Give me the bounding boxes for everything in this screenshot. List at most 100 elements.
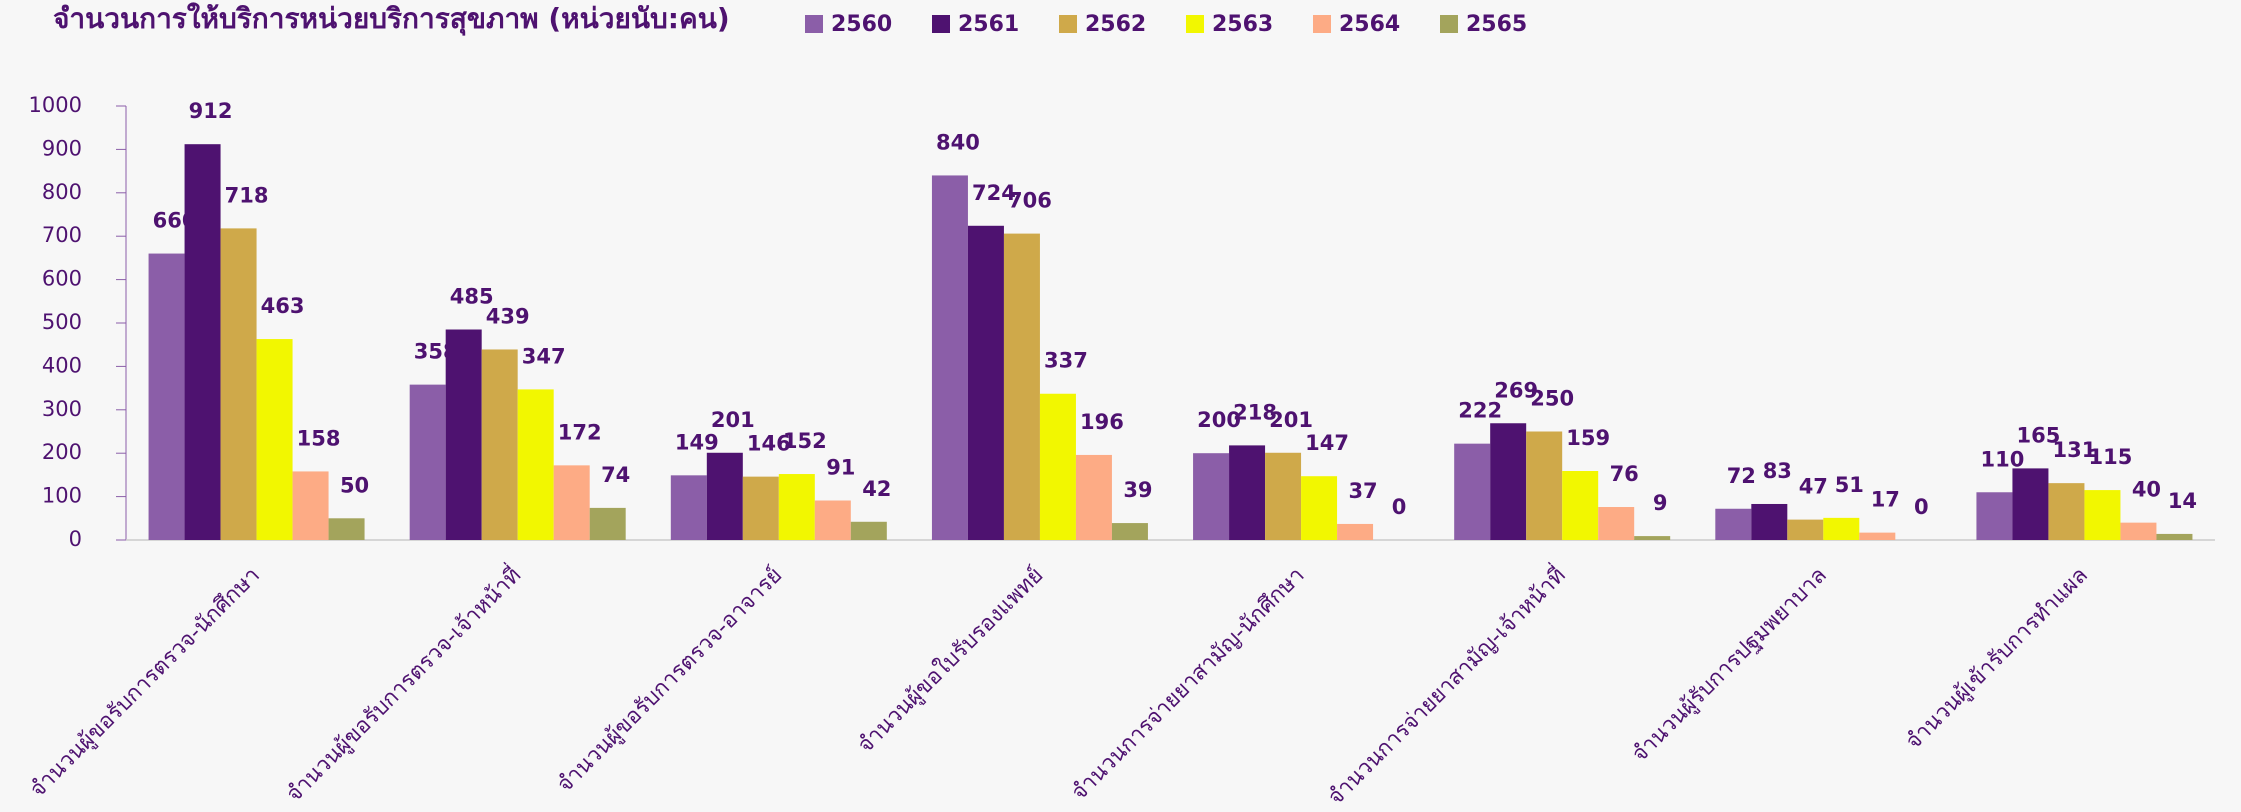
- legend-swatch: [1440, 15, 1458, 33]
- value-label: 912: [189, 99, 233, 123]
- value-label: 14: [2168, 489, 2197, 513]
- bar: [220, 228, 257, 540]
- y-tick-label: 0: [69, 527, 82, 551]
- bar: [481, 349, 518, 540]
- bar: [292, 471, 329, 540]
- bar: [2048, 483, 2085, 540]
- value-label: 250: [1530, 387, 1574, 411]
- x-tick-label: จำนวนผู้รับการปฐมพยาบาล: [1627, 563, 1831, 767]
- y-tick-label: 1000: [29, 93, 82, 117]
- value-label: 718: [225, 183, 269, 207]
- bar: [850, 521, 887, 540]
- x-tick-label: จำนวนการจ่ายยาสามัญ-เจ้าหน้าที่: [1321, 560, 1571, 810]
- bar: [1229, 445, 1266, 540]
- y-tick-label: 500: [42, 310, 82, 334]
- value-label: 9: [1653, 491, 1668, 515]
- value-label: 147: [1305, 431, 1349, 455]
- value-label: 39: [1123, 478, 1152, 502]
- legend-label: 2563: [1212, 12, 1273, 37]
- legend-label: 2562: [1085, 12, 1146, 37]
- chart-title: จำนวนการให้บริการหน่วยบริการสุขภาพ (หน่ว…: [53, 2, 730, 36]
- value-label: 115: [2089, 445, 2133, 469]
- value-label: 152: [783, 429, 827, 453]
- legend-swatch: [1313, 15, 1331, 33]
- bar: [778, 474, 815, 540]
- bar: [1265, 452, 1302, 540]
- value-label: 165: [2017, 423, 2061, 447]
- legend-label: 2560: [831, 12, 892, 37]
- value-label: 269: [1494, 378, 1538, 402]
- value-label: 146: [747, 432, 791, 456]
- bar: [1111, 523, 1148, 540]
- bar: [256, 339, 293, 540]
- value-label: 76: [1610, 462, 1639, 486]
- value-label: 218: [1233, 400, 1277, 424]
- bar: [589, 507, 626, 540]
- value-label: 200: [1197, 408, 1241, 432]
- value-label: 51: [1835, 473, 1864, 497]
- value-label: 158: [297, 426, 341, 450]
- bar: [670, 475, 707, 540]
- value-label: 37: [1348, 479, 1377, 503]
- value-label: 337: [1044, 349, 1088, 373]
- bar: [1715, 508, 1752, 540]
- bar: [1490, 423, 1527, 540]
- bar: [931, 175, 968, 540]
- bar: [2156, 533, 2193, 540]
- value-label: 0: [1914, 495, 1929, 519]
- bar: [1751, 503, 1788, 540]
- legend-swatch: [805, 15, 823, 33]
- bar: [445, 329, 482, 540]
- value-label: 724: [972, 181, 1016, 205]
- bar: [814, 500, 851, 540]
- legend-swatch: [932, 15, 950, 33]
- value-label: 0: [1392, 495, 1407, 519]
- value-label: 50: [340, 473, 369, 497]
- value-label: 42: [862, 477, 891, 501]
- x-tick-label: จำนวนการจ่ายยาสามัญ-นักศึกษา: [1067, 563, 1310, 806]
- bar: [1787, 519, 1824, 540]
- value-label: 201: [1269, 408, 1313, 432]
- bar: [1598, 507, 1635, 540]
- y-tick-label: 400: [42, 353, 82, 377]
- y-tick-label: 900: [42, 136, 82, 160]
- value-label: 840: [936, 130, 980, 154]
- legend-swatch: [1059, 15, 1077, 33]
- value-label: 463: [261, 294, 305, 318]
- bar: [409, 384, 446, 540]
- bar: [2012, 468, 2049, 540]
- y-tick-label: 100: [42, 484, 82, 508]
- value-label: 17: [1871, 488, 1900, 512]
- bar: [553, 465, 590, 540]
- value-label: 439: [486, 304, 530, 328]
- value-label: 47: [1799, 475, 1828, 499]
- y-tick-label: 300: [42, 397, 82, 421]
- bar: [184, 144, 221, 540]
- y-tick-label: 700: [42, 223, 82, 247]
- x-tick-label: จำนวนผู้ขอรับการตรวจ-เจ้าหน้าที่: [279, 560, 526, 807]
- y-tick-label: 200: [42, 440, 82, 464]
- x-tick-label: จำนวนผู้ขอใบรับรองแพทย์: [852, 562, 1048, 758]
- value-label: 110: [1981, 447, 2025, 471]
- bar: [1859, 532, 1896, 540]
- bar: [1634, 536, 1671, 540]
- y-tick-label: 800: [42, 180, 82, 204]
- value-label: 485: [450, 285, 494, 309]
- value-label: 131: [2053, 438, 2097, 462]
- legend-swatch: [1186, 15, 1204, 33]
- value-label: 40: [2132, 478, 2161, 502]
- legend-label: 2564: [1339, 12, 1400, 37]
- value-label: 72: [1727, 464, 1756, 488]
- bar: [1526, 431, 1563, 540]
- x-tick-label: จำนวนผู้ขอรับการตรวจ-อาจารย์: [553, 563, 788, 798]
- value-label: 196: [1080, 410, 1124, 434]
- value-label: 172: [558, 420, 602, 444]
- bar: [2120, 522, 2157, 540]
- value-label: 347: [522, 344, 566, 368]
- value-label: 91: [826, 456, 855, 480]
- value-label: 201: [711, 408, 755, 432]
- bar: [517, 389, 554, 540]
- legend-label: 2561: [958, 12, 1019, 37]
- bar: [967, 225, 1004, 540]
- bar: [1003, 233, 1040, 540]
